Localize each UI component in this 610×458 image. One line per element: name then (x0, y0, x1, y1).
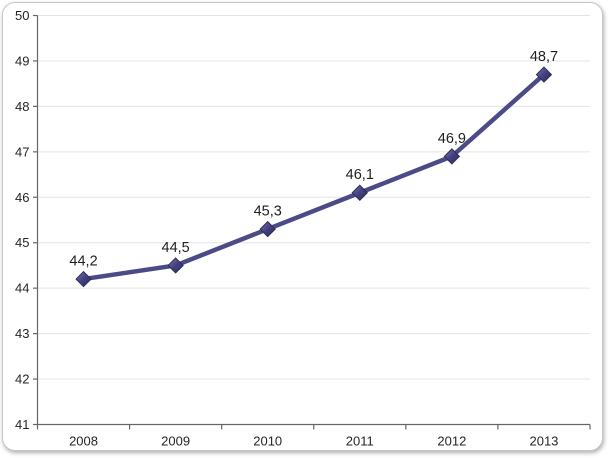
data-point-marker (443, 148, 461, 165)
y-tick-label: 45 (15, 235, 29, 250)
data-point-label: 44,5 (162, 240, 190, 256)
x-tick-label: 2013 (529, 434, 558, 449)
x-tick-label: 2012 (437, 434, 466, 449)
axes (36, 15, 590, 426)
x-tick-label: 2010 (253, 434, 282, 449)
data-point-marker (351, 184, 368, 201)
axis-ticks (33, 14, 591, 430)
data-point-label: 46,9 (438, 131, 466, 147)
data-point-marker (167, 257, 184, 274)
y-tick-label: 46 (15, 190, 29, 205)
data-labels: 44,2 44,5 45,3 46,1 46,9 48,7 (69, 49, 558, 270)
y-tick-label: 49 (15, 53, 29, 68)
y-tick-label: 42 (15, 372, 29, 387)
series-line (81, 72, 547, 282)
data-point-markers (75, 66, 553, 288)
data-point-marker (259, 220, 276, 238)
axis-tick-labels: 41 42 43 44 45 46 47 48 49 50 2008 2009 2010 2011 2012… (15, 8, 558, 449)
y-tick-label: 47 (15, 144, 29, 159)
data-point-label: 48,7 (530, 49, 558, 65)
data-series-line (81, 72, 547, 282)
y-tick-label: 50 (15, 8, 29, 23)
y-tick-label: 44 (15, 281, 29, 296)
data-point-label: 44,2 (69, 254, 97, 270)
x-tick-label: 2009 (161, 434, 190, 449)
y-tick-label: 41 (15, 417, 29, 432)
chart-frame: 41 42 43 44 45 46 47 48 49 50 2008 2009 2010 2011 2012… (2, 2, 603, 451)
y-tick-label: 43 (15, 326, 29, 341)
gridlines (37, 15, 590, 380)
data-point-marker (535, 66, 553, 83)
x-tick-label: 2008 (69, 434, 98, 449)
data-point-label: 46,1 (346, 167, 374, 183)
line-chart: 41 42 43 44 45 46 47 48 49 50 2008 2009 2010 2011 2012… (15, 8, 591, 449)
x-tick-label: 2011 (346, 434, 374, 449)
y-tick-label: 48 (15, 99, 29, 114)
data-point-marker (75, 270, 92, 288)
data-point-label: 45,3 (254, 204, 282, 220)
